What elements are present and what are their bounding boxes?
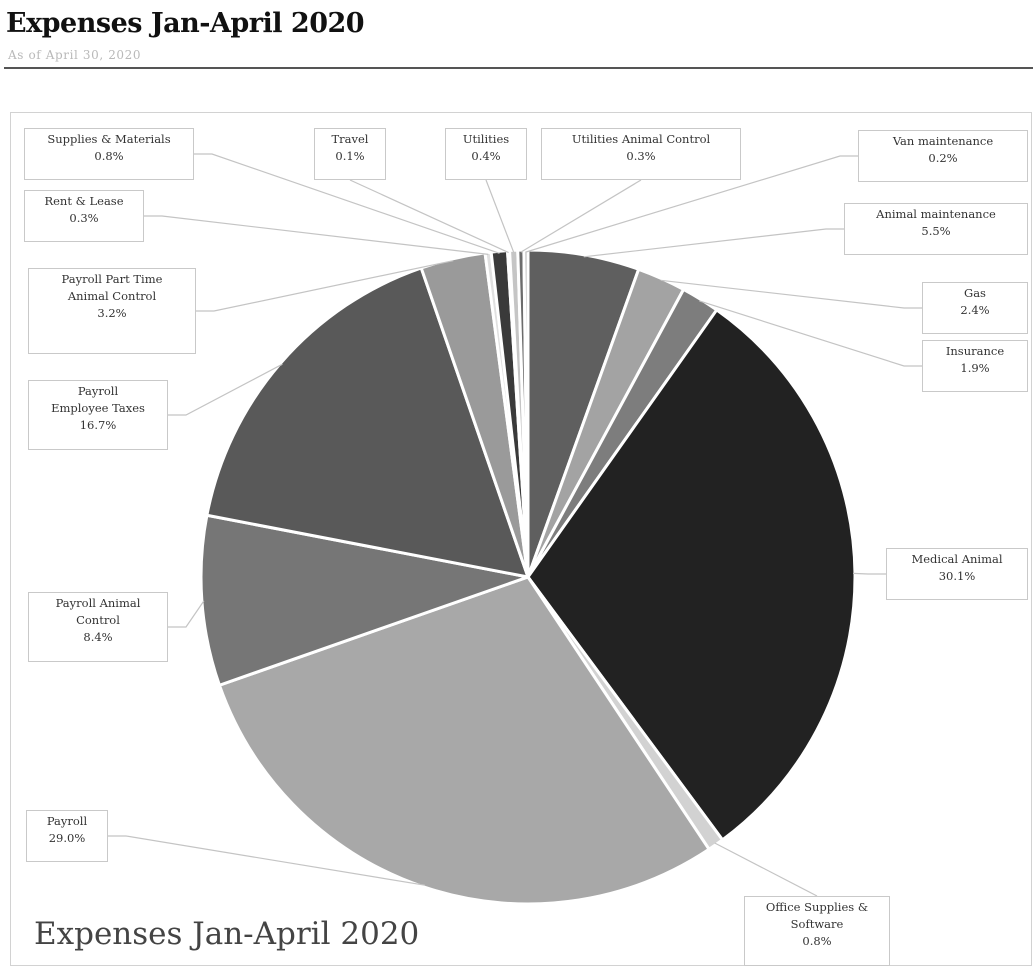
- page-title: Expenses Jan-April 2020: [6, 8, 365, 39]
- data-label-supplies-and-materials: Supplies & Materials 0.8%: [24, 128, 194, 180]
- data-label-value: 16.7%: [79, 418, 117, 432]
- chart-title: Expenses Jan-April 2020: [34, 916, 420, 952]
- leader-line-payroll: [108, 835, 425, 886]
- data-label-value: 29.0%: [48, 831, 86, 845]
- data-label-value: 8.4%: [83, 630, 113, 644]
- data-label-value: 0.1%: [335, 149, 365, 163]
- data-label-payroll-employee-taxes: Payroll Employee Taxes 16.7%: [28, 380, 168, 450]
- data-label-value: 0.4%: [471, 149, 501, 163]
- data-label-name: Travel: [331, 132, 369, 146]
- pie-slice-payroll: [217, 575, 711, 906]
- data-label-van-maintenance: Van maintenance 0.2%: [858, 130, 1028, 182]
- data-label-value: 5.5%: [921, 224, 951, 238]
- data-label-gas: Gas 2.4%: [922, 282, 1028, 334]
- data-label-animal-maintenance: Animal maintenance 5.5%: [844, 203, 1028, 255]
- pie-slices: [199, 248, 857, 906]
- data-label-name: Office Supplies &: [765, 900, 869, 914]
- data-label-name: Payroll: [46, 814, 88, 828]
- data-label-name: Utilities Animal Control: [571, 132, 711, 146]
- data-label-utilities: Utilities 0.4%: [445, 128, 527, 180]
- data-label-value: 30.1%: [938, 569, 976, 583]
- data-label-value: 3.2%: [97, 306, 127, 320]
- data-label-office-supplies-and-software: Office Supplies & Software 0.8%: [744, 896, 890, 966]
- data-label-name: Payroll: [77, 384, 119, 398]
- data-label-value: 0.8%: [802, 934, 832, 948]
- leader-line-insurance: [699, 300, 922, 367]
- data-label-name: Gas: [964, 286, 986, 300]
- data-label-value: 1.9%: [960, 361, 990, 375]
- data-label-name: Control: [76, 613, 120, 627]
- data-label-name: Payroll Animal: [55, 596, 141, 610]
- data-label-name: Payroll Part Time: [61, 272, 163, 286]
- leader-line-medical-animal: [852, 572, 886, 575]
- data-label-name: Supplies & Materials: [47, 132, 171, 146]
- data-label-name: Insurance: [945, 344, 1005, 358]
- data-label-payroll-part-time-animal-control: Payroll Part Time Animal Control 3.2%: [28, 268, 196, 354]
- data-label-name: Animal maintenance: [876, 207, 996, 221]
- data-label-value: 0.3%: [626, 149, 656, 163]
- leader-line-van-maintenance: [525, 155, 858, 253]
- leader-line-office-supplies-and-software: [714, 842, 818, 897]
- leader-line-rent-and-lease: [144, 215, 489, 255]
- leader-line-utilities: [485, 179, 515, 253]
- leader-line-travel: [349, 179, 509, 254]
- data-label-name: Employee Taxes: [51, 401, 145, 415]
- title-divider: [4, 67, 1033, 69]
- data-label-value: 0.8%: [94, 149, 124, 163]
- data-label-value: 2.4%: [960, 303, 990, 317]
- data-label-name: Medical Animal: [911, 552, 1003, 566]
- data-label-name: Rent & Lease: [44, 194, 124, 208]
- data-label-rent-and-lease: Rent & Lease 0.3%: [24, 190, 144, 242]
- leader-line-payroll-animal-control: [168, 600, 205, 628]
- data-label-name: Van maintenance: [892, 134, 994, 148]
- data-label-payroll: Payroll 29.0%: [26, 810, 108, 862]
- data-label-value: 0.2%: [928, 151, 958, 165]
- leader-line-payroll-part-time-animal-control: [196, 260, 454, 312]
- data-label-medical-animal: Medical Animal 30.1%: [886, 548, 1028, 600]
- data-label-travel: Travel 0.1%: [314, 128, 386, 180]
- leader-line-gas: [660, 279, 922, 309]
- page-subtitle: As of April 30, 2020: [8, 48, 142, 62]
- leader-line-supplies-and-materials: [194, 153, 500, 254]
- data-label-name: Animal Control: [67, 289, 157, 303]
- leader-line-utilities-animal-control: [520, 179, 642, 253]
- leader-line-animal-maintenance: [583, 228, 844, 258]
- data-label-payroll-animal-control: Payroll Animal Control 8.4%: [28, 592, 168, 662]
- data-label-name: Utilities: [462, 132, 510, 146]
- data-label-name: Software: [790, 917, 844, 931]
- leader-line-payroll-employee-taxes: [168, 363, 283, 416]
- data-label-insurance: Insurance 1.9%: [922, 340, 1028, 392]
- pie-slice-payroll-animal-control: [199, 513, 530, 687]
- data-label-utilities-animal-control: Utilities Animal Control 0.3%: [541, 128, 741, 180]
- leader-lines: [108, 153, 922, 897]
- data-label-value: 0.3%: [69, 211, 99, 225]
